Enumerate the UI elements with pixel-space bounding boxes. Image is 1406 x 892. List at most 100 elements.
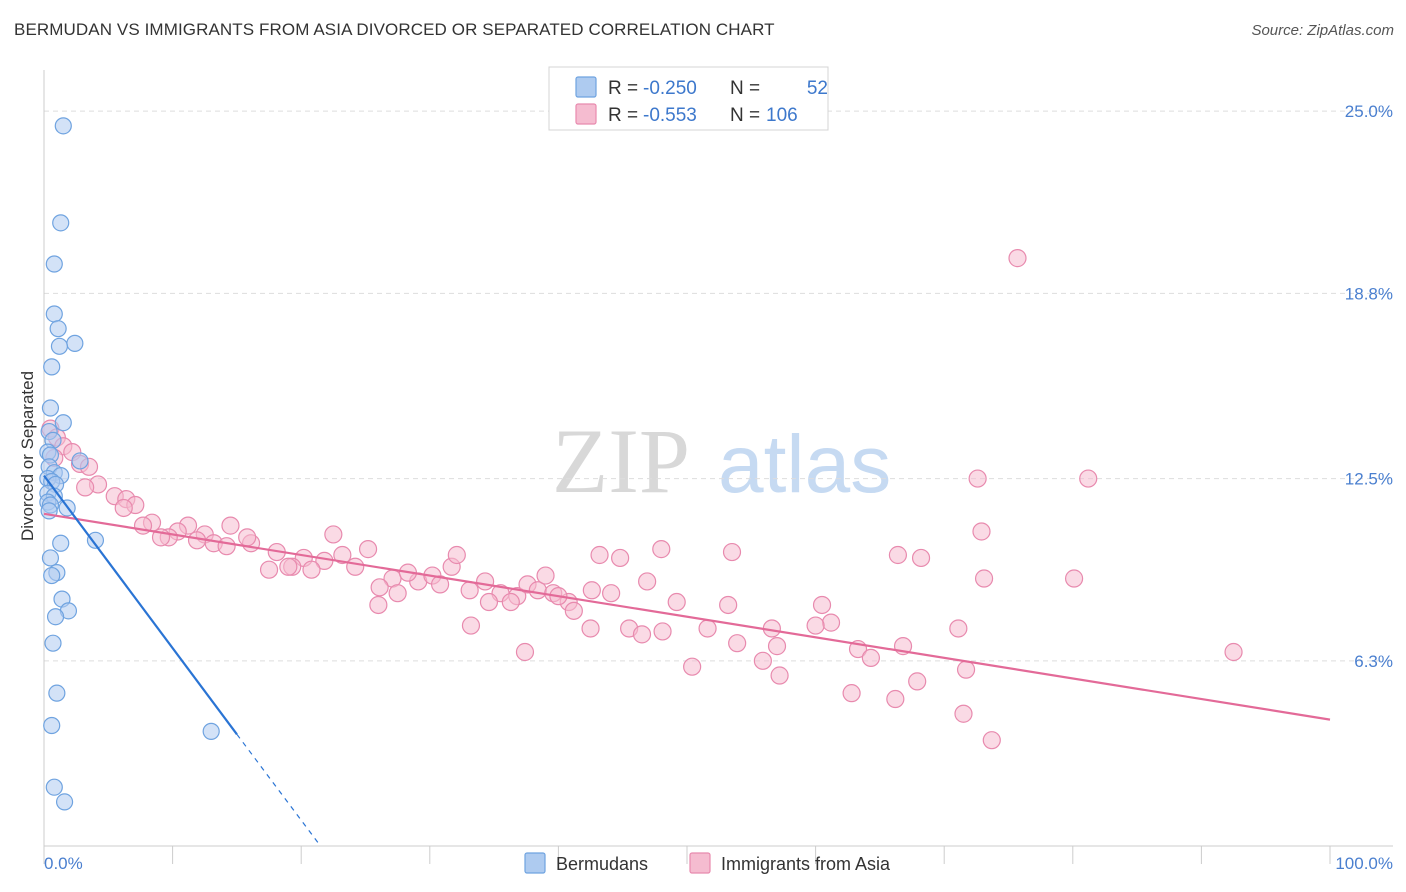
y-tick-label: 6.3% [1354, 652, 1393, 671]
immigrants-from-asia-point [982, 731, 1001, 750]
legend-n-label-2: N = [730, 105, 760, 126]
watermark-atlas: atlas [718, 419, 891, 510]
immigrants-from-asia-point [812, 595, 832, 615]
legend-n-value-bermudans: 52 [807, 78, 828, 99]
immigrants-from-asia-point [1008, 249, 1027, 268]
immigrants-from-asia-point [1224, 642, 1243, 662]
immigrants-from-asia-point [1079, 469, 1098, 488]
legend-n-label-1: N = [730, 78, 760, 99]
legend-swatch-bermudans [575, 76, 597, 98]
immigrants-from-asia-point [238, 528, 257, 547]
immigrants-from-asia-point [369, 595, 388, 615]
bermudans-point [50, 337, 69, 355]
immigrants-from-asia-point [346, 557, 365, 576]
immigrants-from-asia-trend-line [43, 512, 1331, 721]
immigrants-from-asia-point [806, 616, 825, 635]
bermudans-point [41, 399, 60, 417]
bermudans-point [45, 305, 63, 323]
bermudans-trend-line [43, 474, 238, 735]
legend-r-label-2: R = [608, 105, 638, 126]
immigrants-from-asia-point [770, 666, 789, 685]
bermudans-point [43, 716, 61, 735]
immigrants-from-asia-point [501, 592, 520, 612]
bermudans-point [86, 531, 105, 549]
bermudans-point [43, 566, 61, 585]
immigrants-from-asia-point [475, 572, 495, 591]
bottom-legend-label-immigrants-from-asia: Immigrants from Asia [721, 854, 891, 874]
immigrants-from-asia-point [949, 619, 968, 638]
legend-r-label-1: R = [608, 78, 638, 99]
legend-swatch-immigrants-from-asia [575, 103, 597, 125]
bermudans-trend-extension [236, 733, 321, 847]
series-legend: Bermudans Immigrants from Asia [524, 852, 891, 874]
y-tick-label: 25.0% [1345, 102, 1393, 121]
immigrants-from-asia-point [302, 560, 321, 579]
immigrants-from-asia-point [653, 622, 672, 641]
chart-source: Source: ZipAtlas.com [1251, 22, 1394, 39]
x-tick-label: 0.0% [44, 854, 83, 873]
immigrants-from-asia-point [842, 684, 861, 703]
watermark-zip: ZIP [552, 410, 690, 512]
immigrants-from-asia-point [861, 648, 880, 667]
y-axis-label: Divorced or Separated [18, 371, 37, 541]
immigrants-from-asia-point [590, 545, 609, 565]
bermudans-point [54, 414, 72, 432]
immigrants-from-asia-point [479, 592, 499, 612]
bermudans-point [43, 358, 61, 376]
immigrants-from-asia-point [974, 569, 994, 588]
bermudans-point [54, 117, 72, 135]
immigrants-from-asia-point [259, 560, 279, 579]
bermudans-point [44, 634, 62, 652]
immigrants-from-asia-point [447, 545, 466, 565]
y-tick-label: 12.5% [1345, 470, 1393, 489]
immigrants-from-asia-point [821, 613, 841, 632]
legend-r-value-bermudans: -0.250 [643, 78, 697, 99]
immigrants-from-asia-point [279, 557, 298, 576]
immigrants-from-asia-point [728, 634, 747, 653]
immigrants-from-asia-point [461, 616, 481, 635]
gridlines [43, 110, 1393, 864]
immigrants-from-asia-point [370, 578, 389, 597]
bermudans-point [49, 320, 67, 338]
bermudans-point [52, 214, 70, 232]
bermudans-point [202, 722, 220, 740]
series-bermudans [39, 117, 220, 811]
immigrants-from-asia-point [611, 548, 630, 568]
immigrants-from-asia-point [767, 637, 787, 656]
immigrants-from-asia-point [753, 651, 772, 670]
legend-r-value-immigrants-from-asia: -0.553 [643, 105, 697, 126]
immigrants-from-asia-point [722, 542, 742, 562]
immigrants-from-asia-point [430, 575, 450, 594]
bermudans-point [66, 334, 84, 352]
immigrants-from-asia-point [333, 545, 352, 565]
bermudans-point [71, 452, 89, 470]
immigrants-from-asia-point [515, 642, 535, 662]
bermudans-point [48, 684, 66, 702]
bermudans-point [46, 608, 65, 626]
bermudans-point [45, 778, 63, 796]
immigrants-from-asia-point [221, 516, 240, 535]
bottom-legend-swatch-immigrants-from-asia [689, 852, 711, 874]
immigrants-from-asia-point [581, 619, 600, 638]
immigrants-from-asia-point [908, 672, 927, 691]
immigrants-from-asia-point [956, 660, 976, 679]
immigrants-from-asia-point [76, 478, 95, 497]
bermudans-point [55, 793, 74, 811]
immigrants-from-asia-point [217, 537, 236, 556]
immigrants-from-asia-point [460, 581, 479, 600]
immigrants-from-asia-point [632, 625, 652, 644]
immigrants-from-asia-point [667, 592, 686, 612]
immigrants-from-asia-point [564, 601, 583, 620]
trend-lines [43, 474, 1331, 847]
bottom-legend-swatch-bermudans [524, 852, 546, 874]
immigrants-from-asia-point [968, 469, 987, 488]
immigrants-from-asia-point [358, 540, 378, 559]
bermudans-point [45, 255, 63, 273]
immigrants-from-asia-point [972, 522, 991, 541]
legend-n-value-immigrants-from-asia: 106 [766, 105, 798, 126]
immigrants-from-asia-point [602, 584, 621, 603]
immigrants-from-asia-point [886, 689, 905, 709]
immigrants-from-asia-point [683, 657, 702, 676]
bermudans-point [52, 534, 70, 552]
